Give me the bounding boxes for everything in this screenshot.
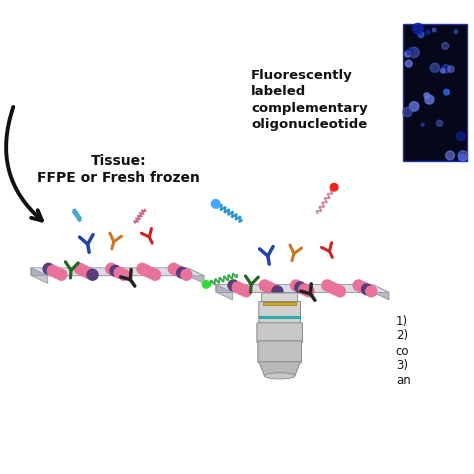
- Polygon shape: [31, 268, 48, 283]
- Circle shape: [150, 269, 161, 280]
- Circle shape: [56, 269, 67, 280]
- Circle shape: [47, 265, 58, 276]
- Circle shape: [357, 282, 368, 293]
- Circle shape: [83, 267, 94, 278]
- Circle shape: [409, 47, 419, 58]
- Circle shape: [444, 89, 449, 95]
- Polygon shape: [31, 268, 204, 276]
- Circle shape: [241, 286, 252, 297]
- Circle shape: [106, 264, 117, 274]
- Circle shape: [137, 264, 148, 274]
- Polygon shape: [216, 284, 233, 300]
- Circle shape: [426, 30, 430, 34]
- FancyBboxPatch shape: [403, 24, 467, 161]
- Text: 1): 1): [396, 315, 408, 328]
- Bar: [259, 316, 300, 319]
- Bar: [263, 302, 297, 306]
- Text: Fluorescently
labeled
complementary
oligonucleotide: Fluorescently labeled complementary olig…: [251, 69, 368, 131]
- Circle shape: [437, 120, 443, 127]
- Circle shape: [264, 282, 274, 293]
- Circle shape: [424, 93, 429, 98]
- Circle shape: [268, 284, 279, 295]
- Text: Tissue:
FFPE or Fresh frozen: Tissue: FFPE or Fresh frozen: [37, 154, 200, 185]
- Circle shape: [303, 286, 314, 297]
- Circle shape: [146, 267, 156, 278]
- Circle shape: [454, 30, 457, 34]
- Circle shape: [168, 264, 179, 274]
- Circle shape: [410, 101, 419, 111]
- Circle shape: [330, 284, 341, 295]
- Circle shape: [413, 23, 423, 34]
- Circle shape: [448, 66, 454, 73]
- Circle shape: [330, 183, 338, 191]
- Circle shape: [458, 151, 468, 161]
- Circle shape: [237, 284, 247, 295]
- FancyBboxPatch shape: [257, 323, 302, 343]
- FancyBboxPatch shape: [258, 341, 301, 363]
- Circle shape: [432, 28, 436, 32]
- Circle shape: [421, 123, 424, 127]
- Circle shape: [52, 267, 63, 278]
- Text: 2): 2): [396, 329, 408, 342]
- Circle shape: [362, 284, 373, 295]
- Circle shape: [446, 151, 455, 160]
- Circle shape: [440, 69, 445, 73]
- Polygon shape: [372, 284, 389, 300]
- Polygon shape: [216, 284, 372, 292]
- Circle shape: [74, 264, 85, 274]
- Circle shape: [177, 267, 188, 278]
- Circle shape: [442, 43, 449, 49]
- Circle shape: [295, 282, 306, 293]
- Circle shape: [403, 108, 412, 117]
- Circle shape: [173, 265, 183, 276]
- Circle shape: [442, 64, 450, 73]
- Circle shape: [425, 95, 434, 104]
- FancyBboxPatch shape: [262, 293, 298, 303]
- FancyBboxPatch shape: [259, 301, 301, 325]
- Circle shape: [326, 282, 337, 293]
- Text: an: an: [396, 374, 410, 387]
- Circle shape: [456, 132, 465, 141]
- Circle shape: [405, 60, 412, 67]
- Polygon shape: [216, 284, 389, 292]
- Circle shape: [181, 269, 192, 280]
- Circle shape: [405, 51, 411, 57]
- Circle shape: [211, 200, 220, 208]
- Polygon shape: [31, 268, 187, 275]
- Circle shape: [79, 265, 90, 276]
- Circle shape: [87, 269, 98, 280]
- Circle shape: [322, 280, 333, 291]
- Circle shape: [272, 286, 283, 297]
- Circle shape: [299, 284, 310, 295]
- Circle shape: [335, 286, 346, 297]
- Circle shape: [110, 265, 121, 276]
- Circle shape: [430, 63, 439, 73]
- Circle shape: [141, 265, 152, 276]
- Circle shape: [366, 286, 377, 297]
- Text: 3): 3): [396, 359, 408, 372]
- Circle shape: [353, 280, 364, 291]
- Circle shape: [418, 32, 424, 37]
- Circle shape: [43, 264, 54, 274]
- Circle shape: [459, 154, 466, 162]
- Polygon shape: [187, 268, 204, 283]
- Circle shape: [114, 267, 125, 278]
- Circle shape: [232, 282, 243, 293]
- Circle shape: [291, 280, 301, 291]
- Circle shape: [259, 280, 270, 291]
- Ellipse shape: [264, 373, 295, 379]
- Circle shape: [228, 280, 239, 291]
- Circle shape: [118, 269, 129, 280]
- Circle shape: [202, 281, 210, 288]
- Polygon shape: [259, 362, 301, 376]
- Circle shape: [407, 48, 413, 55]
- Text: co: co: [396, 345, 409, 358]
